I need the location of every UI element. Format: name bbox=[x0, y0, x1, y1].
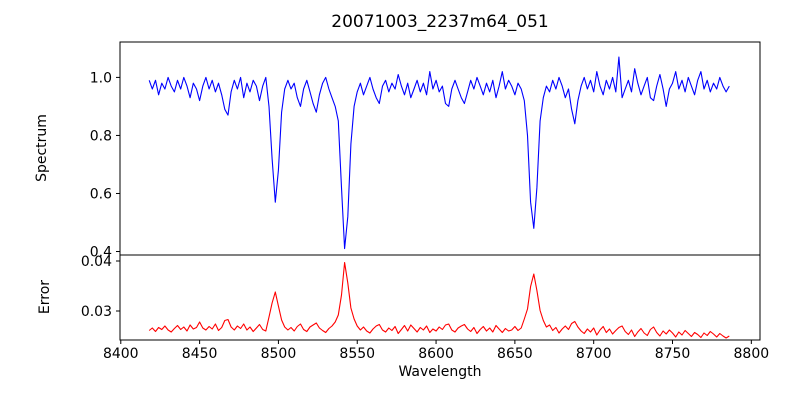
x-tick-label: 8650 bbox=[497, 346, 533, 362]
x-tick-label: 8600 bbox=[418, 346, 454, 362]
plot-title: 20071003_2237m64_051 bbox=[331, 12, 549, 32]
x-tick-label: 8400 bbox=[103, 346, 139, 362]
error-panel-frame bbox=[119, 254, 761, 341]
spectrum-y-tick-label: 0.6 bbox=[90, 186, 112, 202]
x-tick-label: 8700 bbox=[576, 346, 612, 362]
error-y-tick-label: 0.04 bbox=[81, 254, 112, 270]
error-y-tick-label: 0.03 bbox=[81, 304, 112, 320]
spectrum-y-tick-label: 0.8 bbox=[90, 128, 112, 144]
wavelength-axis-label: Wavelength bbox=[398, 364, 482, 380]
spectrum-line bbox=[148, 56, 730, 250]
error-line bbox=[148, 261, 730, 339]
spectrum-y-tick-label: 1.0 bbox=[90, 70, 112, 86]
x-tick-label: 8450 bbox=[182, 346, 218, 362]
spectrum-panel-frame bbox=[119, 41, 761, 256]
x-tick-label: 8500 bbox=[261, 346, 297, 362]
x-tick-label: 8550 bbox=[339, 346, 375, 362]
spectrum-y-tick-label: 0.4 bbox=[90, 245, 112, 261]
x-tick-label: 8750 bbox=[655, 346, 691, 362]
x-tick-label: 8800 bbox=[734, 346, 770, 362]
